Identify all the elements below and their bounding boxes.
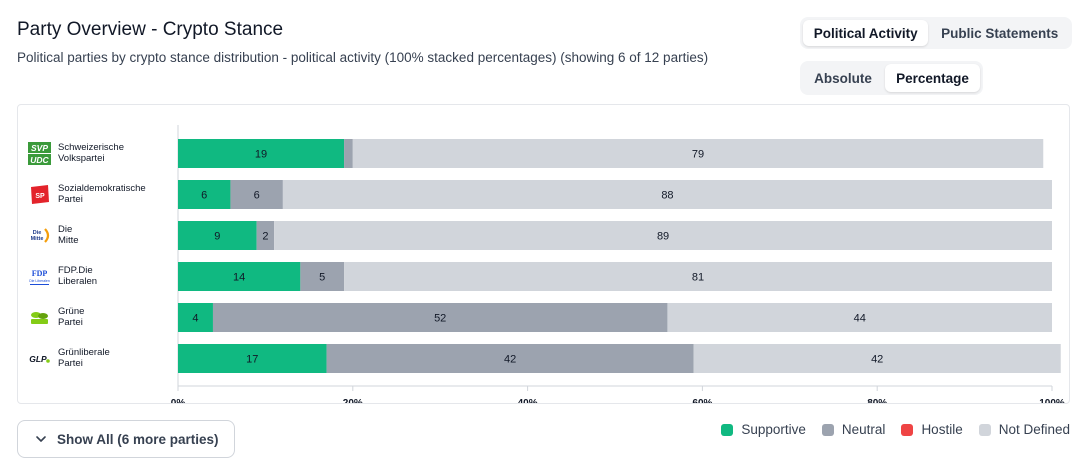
bar-value-label: 89 (657, 231, 669, 243)
svg-text:UDC: UDC (30, 155, 49, 165)
svg-text:GLP: GLP (29, 354, 47, 364)
bar-value-label: 6 (201, 190, 207, 202)
bar-value-label: 6 (254, 190, 260, 202)
legend-item-neutral[interactable]: Neutral (821, 422, 886, 437)
bar-value-label: 19 (255, 149, 267, 161)
x-tick-label: 20% (343, 398, 363, 403)
party-label-mitte: Die Mitte Die Mitte (28, 220, 158, 250)
party-name-line1: FDP.Die (58, 264, 93, 276)
party-label-fdp: FDP Die Liberalen FDP.Die Liberalen (28, 261, 158, 291)
svg-text:Die: Die (33, 230, 42, 236)
legend-label: Not Defined (998, 422, 1070, 437)
political-activity-tab[interactable]: Political Activity (803, 20, 929, 46)
bar-segment (300, 262, 345, 291)
legend-item-not-defined[interactable]: Not Defined (978, 422, 1070, 437)
party-name-line1: Die (58, 223, 73, 235)
legend-item-supportive[interactable]: Supportive (721, 422, 806, 437)
bar-value-label: 88 (661, 190, 673, 202)
bar-segment (178, 344, 327, 373)
party-name-line2: Volkspartei (58, 153, 105, 164)
bar-value-label: 44 (854, 313, 866, 325)
party-name-line2: Partei (58, 317, 83, 328)
bar-value-label: 81 (692, 272, 704, 284)
bar-value-label: 52 (434, 313, 446, 325)
chevron-down-icon (35, 433, 47, 445)
fdp-logo-icon: FDP Die Liberalen (28, 265, 51, 288)
party-label-sp: SP Sozialdemokratische Partei (28, 179, 158, 209)
mitte-logo-icon: Die Mitte (28, 224, 51, 247)
svg-text:Mitte: Mitte (31, 236, 44, 242)
chart-legend: Supportive Neutral Hostile Not Defined (721, 422, 1070, 437)
x-tick-label: 80% (867, 398, 887, 403)
svg-text:SVP: SVP (31, 143, 48, 153)
party-name-line2: Mitte (58, 235, 79, 246)
mode-toggle: Absolute Percentage (800, 61, 983, 95)
party-name-line1: Grünliberale (58, 346, 110, 358)
svg-text:FDP: FDP (32, 269, 48, 278)
bar-value-label: 5 (319, 272, 325, 284)
party-name-line1: Schweizerische (58, 141, 124, 153)
bar-segment (274, 221, 1052, 250)
bar-segment (344, 139, 353, 168)
chart-card: 0% 20% 40% 60% 80% 100% 19 79 6 6 88 9 2 89 14 5 81 4 52 44… (17, 104, 1070, 404)
absolute-tab[interactable]: Absolute (803, 64, 883, 92)
legend-item-hostile[interactable]: Hostile (901, 422, 963, 437)
party-label-svp: SVP UDC Schweizerische Volkspartei (28, 138, 158, 168)
party-label-glp: GLP Grünliberale Partei (28, 343, 158, 373)
bar-value-label: 14 (233, 272, 245, 284)
bar-segment (344, 262, 1052, 291)
x-tick-label: 40% (518, 398, 538, 403)
bar-segment (212, 303, 668, 332)
party-name-line1: Grüne (58, 305, 85, 317)
gruene-logo-icon (28, 306, 51, 329)
percentage-tab[interactable]: Percentage (884, 64, 980, 92)
public-statements-tab[interactable]: Public Statements (930, 20, 1069, 46)
bar-value-label: 42 (871, 354, 883, 366)
bar-segment (178, 180, 231, 209)
bar-segment (352, 139, 1044, 168)
page-subtitle: Political parties by crypto stance distr… (17, 50, 709, 65)
bar-segment (326, 344, 694, 373)
bar-value-label: 4 (192, 313, 198, 325)
view-toggle: Political Activity Public Statements (800, 17, 1072, 49)
show-all-label: Show All (6 more parties) (57, 431, 219, 447)
bar-segment (667, 303, 1052, 332)
bar-value-label: 2 (262, 231, 268, 243)
legend-swatch (978, 423, 991, 436)
bar-segment (178, 221, 257, 250)
bar-segment (693, 344, 1061, 373)
bar-value-label: 17 (246, 354, 258, 366)
svp-logo-icon: SVP UDC (28, 141, 51, 165)
show-all-button[interactable]: Show All (6 more parties) (17, 420, 235, 458)
bar-segment (256, 221, 275, 250)
stacked-bar-chart: 0% 20% 40% 60% 80% 100% 19 79 6 6 88 9 2 89 14 5 81 4 52 44… (171, 125, 1065, 403)
party-label-gruene: Grüne Partei (28, 302, 158, 332)
x-tick-label: 100% (1039, 398, 1065, 403)
bar-segment (178, 303, 213, 332)
bar-segment (178, 139, 345, 168)
page-title: Party Overview - Crypto Stance (17, 19, 284, 40)
legend-label: Hostile (921, 422, 963, 437)
bar-value-label: 42 (504, 354, 516, 366)
legend-label: Supportive (741, 422, 806, 437)
x-tick-label: 60% (692, 398, 712, 403)
bar-segment (282, 180, 1052, 209)
x-tick-label: 0% (171, 398, 186, 403)
legend-swatch (721, 423, 734, 436)
bar-value-label: 9 (214, 231, 220, 243)
bar-value-label: 79 (692, 149, 704, 161)
legend-label: Neutral (841, 422, 886, 437)
party-name-line2: Liberalen (58, 276, 98, 287)
party-name-line2: Partei (58, 358, 83, 369)
legend-swatch (901, 423, 914, 436)
bar-segment (230, 180, 283, 209)
party-name-line1: Sozialdemokratische (58, 182, 146, 194)
sp-logo-icon: SP (28, 183, 51, 206)
svg-text:SP: SP (35, 193, 45, 200)
legend-swatch (821, 423, 834, 436)
svg-text:Die Liberalen: Die Liberalen (29, 279, 50, 283)
bar-segment (178, 262, 301, 291)
party-name-line2: Partei (58, 194, 83, 205)
glp-logo-icon: GLP (28, 347, 51, 370)
